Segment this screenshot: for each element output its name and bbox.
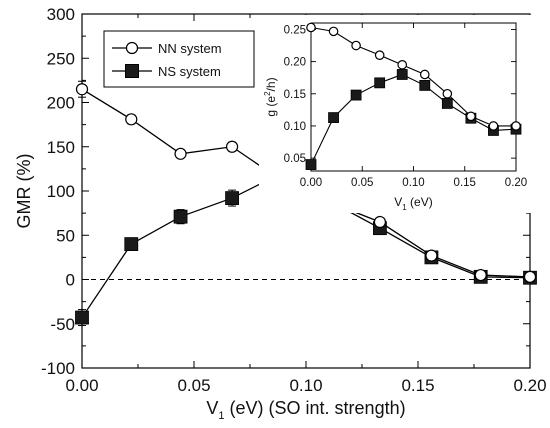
inset-y-tick-label: 0.10 [284, 121, 306, 133]
inset-plot: 0.05 0.10 0.15 0.20 0.25 0.00 0.05 0.10 0.15 0.20… [259, 15, 534, 213]
y-tick-label: 250 [47, 49, 75, 68]
inset-y-tick-label: 0.05 [284, 153, 306, 165]
inset-nn-series-point [466, 111, 476, 122]
nn-series-point [225, 140, 239, 153]
nn-series-point [75, 83, 89, 96]
inset-y-label-rest: /h) [264, 77, 278, 91]
inset-ns-series-point [396, 69, 408, 80]
inset-y-label-base: g (e [264, 96, 278, 117]
inset-ns-series-point [441, 98, 453, 109]
inset-background [259, 15, 534, 213]
inset-ns-series-point [328, 112, 339, 123]
inset-ns-series-point [350, 89, 362, 101]
x-tick-label: 0.20 [513, 376, 546, 395]
x-tick-label: 0.15 [401, 376, 434, 395]
inset-x-tick-label: 0.00 [300, 177, 322, 189]
inset-y-tick-label: 0.25 [284, 24, 306, 36]
inset-y-label-sup: 2 [263, 91, 272, 96]
y-axis-label: GMR (%) [14, 154, 34, 229]
inset-nn-series-point [442, 88, 453, 99]
x-axis-label-rest: (eV) (SO int. strength) [225, 398, 406, 418]
y-tick-label: 0 [66, 271, 75, 290]
y-tick-label: 100 [47, 182, 75, 201]
legend-nn-label: NN system [158, 41, 222, 56]
x-axis-label-base: V [206, 398, 218, 418]
inset-ns-series-point [374, 77, 386, 89]
inset-y-axis-label: g (e2/h) [263, 77, 278, 116]
legend-ns-marker [125, 64, 139, 78]
inset-x-axis-label: V1 (eV) [394, 195, 432, 212]
nn-series-point [425, 249, 438, 262]
inset-nn-series-point [488, 121, 499, 131]
inset-nn-series-point [511, 121, 521, 131]
inset-nn-series-point [351, 40, 361, 51]
inset-x-tick-label: 0.20 [505, 177, 527, 189]
ns-series-point [225, 191, 239, 205]
x-tick-label: 0.10 [289, 376, 322, 395]
x-tick-label: 0.05 [177, 376, 210, 395]
inset-nn-series-point [306, 22, 316, 33]
y-tick-label: 150 [47, 138, 75, 157]
inset-x-label-base: V [394, 195, 402, 209]
legend-ns-label: NS system [158, 64, 221, 79]
x-tick-label: 0.00 [65, 376, 98, 395]
nn-series-point [523, 270, 537, 283]
inset-nn-series-point [328, 26, 339, 37]
nn-series-point [474, 268, 487, 282]
inset-y-tick-label: 0.20 [284, 57, 306, 69]
inset-nn-series-point [397, 60, 408, 70]
inset-nn-series-line [310, 26, 516, 127]
inset-x-label-rest: (eV) [407, 195, 433, 209]
x-axis-label-sub: 1 [218, 410, 224, 422]
inset-nn-series-point [419, 69, 430, 80]
y-tick-label: -100 [41, 359, 75, 378]
y-tick-label: 300 [47, 5, 75, 24]
inset-x-tick-label: 0.15 [454, 177, 476, 189]
nn-series-point [174, 147, 187, 160]
inset-ns-series-line [310, 73, 517, 165]
ns-series-point [124, 237, 139, 252]
ns-series-point [75, 310, 89, 325]
y-tick-label: 200 [47, 94, 75, 113]
inset-ns-series-point [305, 159, 317, 170]
y-tick-label: 50 [56, 226, 75, 245]
x-axis-label: V1 (eV) (SO int. strength) [206, 398, 405, 422]
inset-x-tick-label: 0.05 [351, 177, 373, 189]
nn-series-point [373, 215, 387, 229]
inset-ns-series-point [419, 80, 431, 91]
ns-series-point [173, 209, 188, 224]
inset-x-label-sub: 1 [402, 203, 407, 212]
legend: NN system NS system [103, 30, 255, 88]
inset-nn-series-point [374, 50, 385, 60]
inset-y-tick-label: 0.15 [284, 89, 306, 101]
nn-series-point [125, 113, 138, 126]
y-tick-label: -50 [50, 315, 75, 334]
legend-nn-marker [125, 41, 139, 55]
inset-x-tick-label: 0.10 [402, 177, 424, 189]
